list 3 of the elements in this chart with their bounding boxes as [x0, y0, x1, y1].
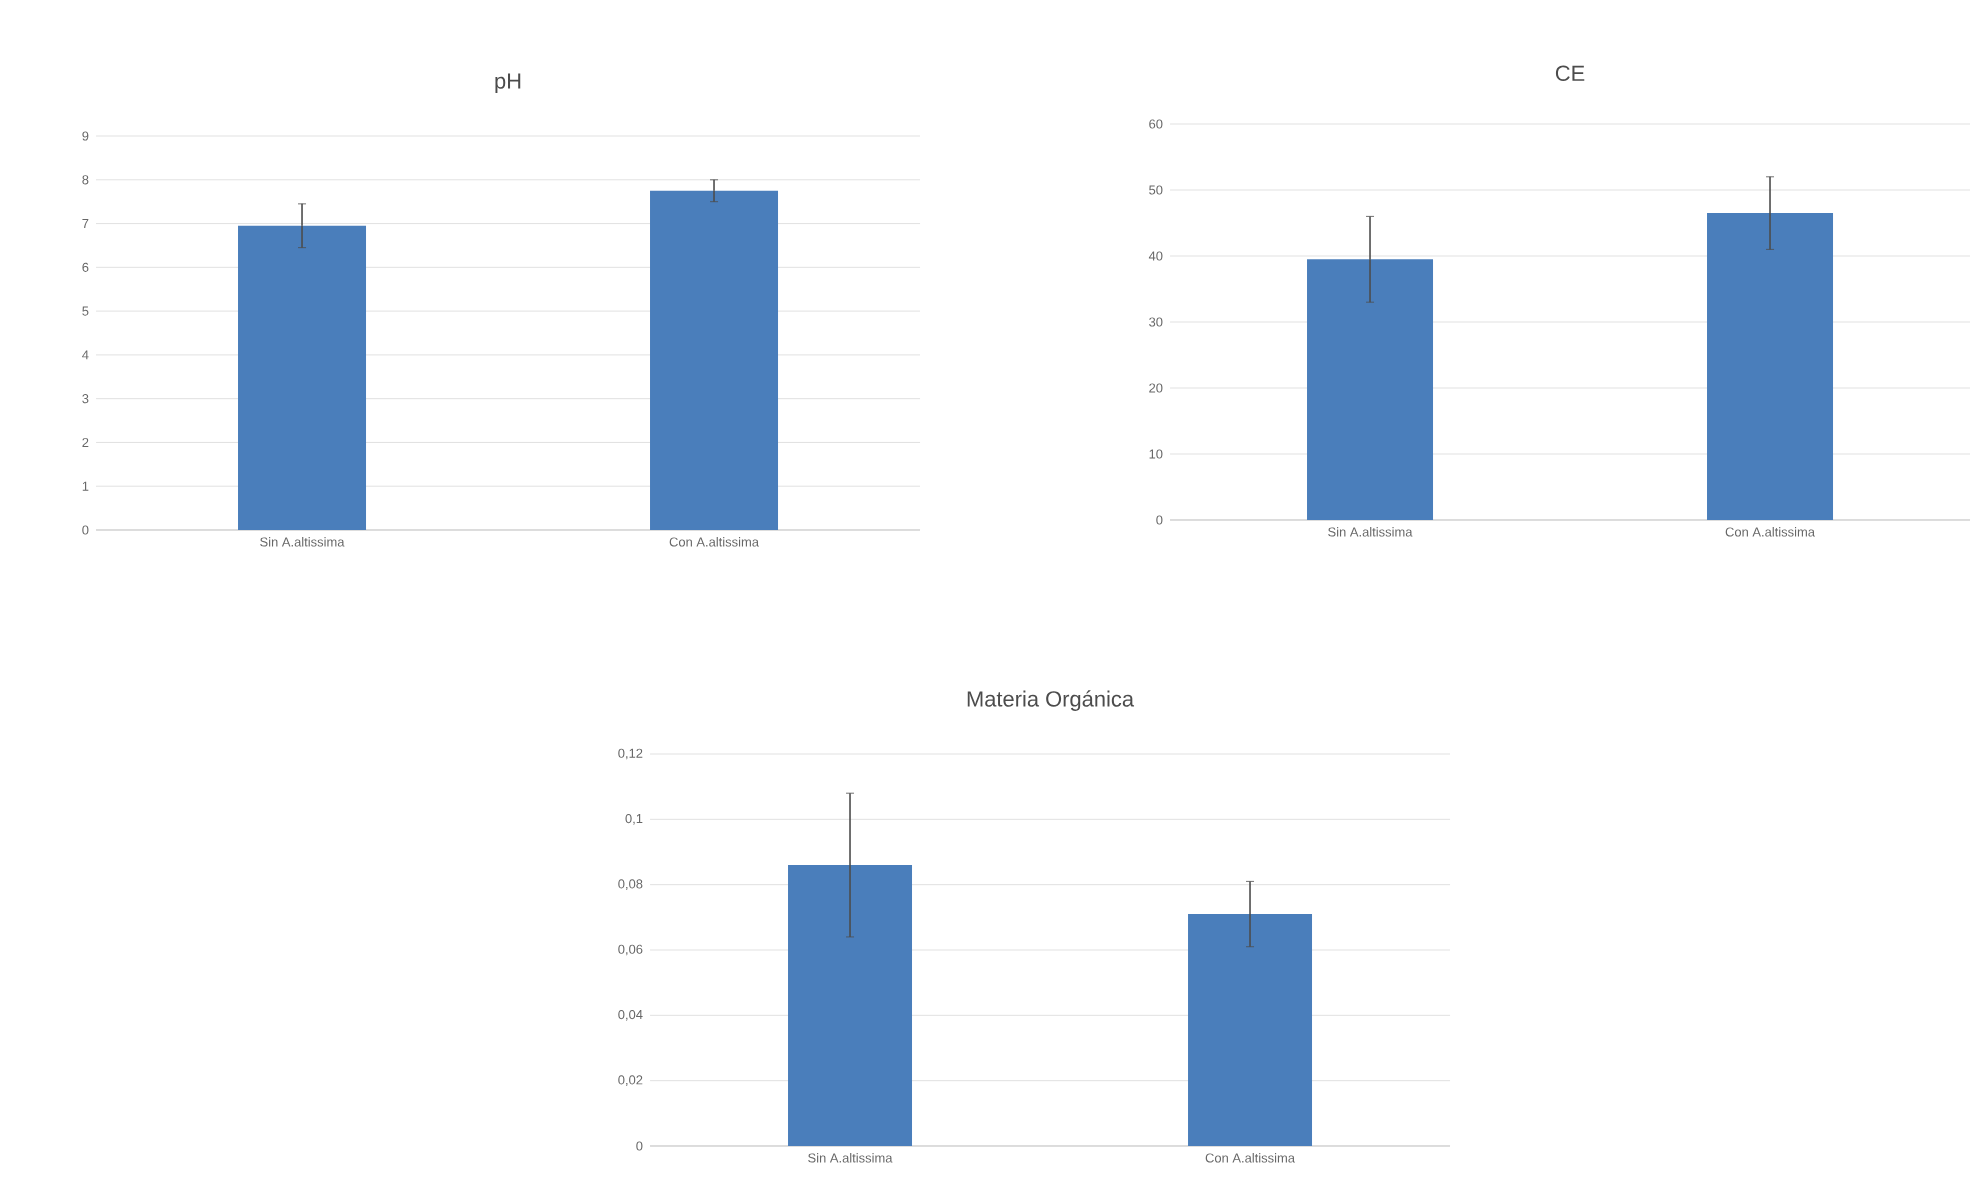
chart-title: Materia Orgánica [967, 690, 1135, 711]
chart-title: pH [495, 73, 521, 94]
chart-title: CE [1555, 65, 1585, 82]
